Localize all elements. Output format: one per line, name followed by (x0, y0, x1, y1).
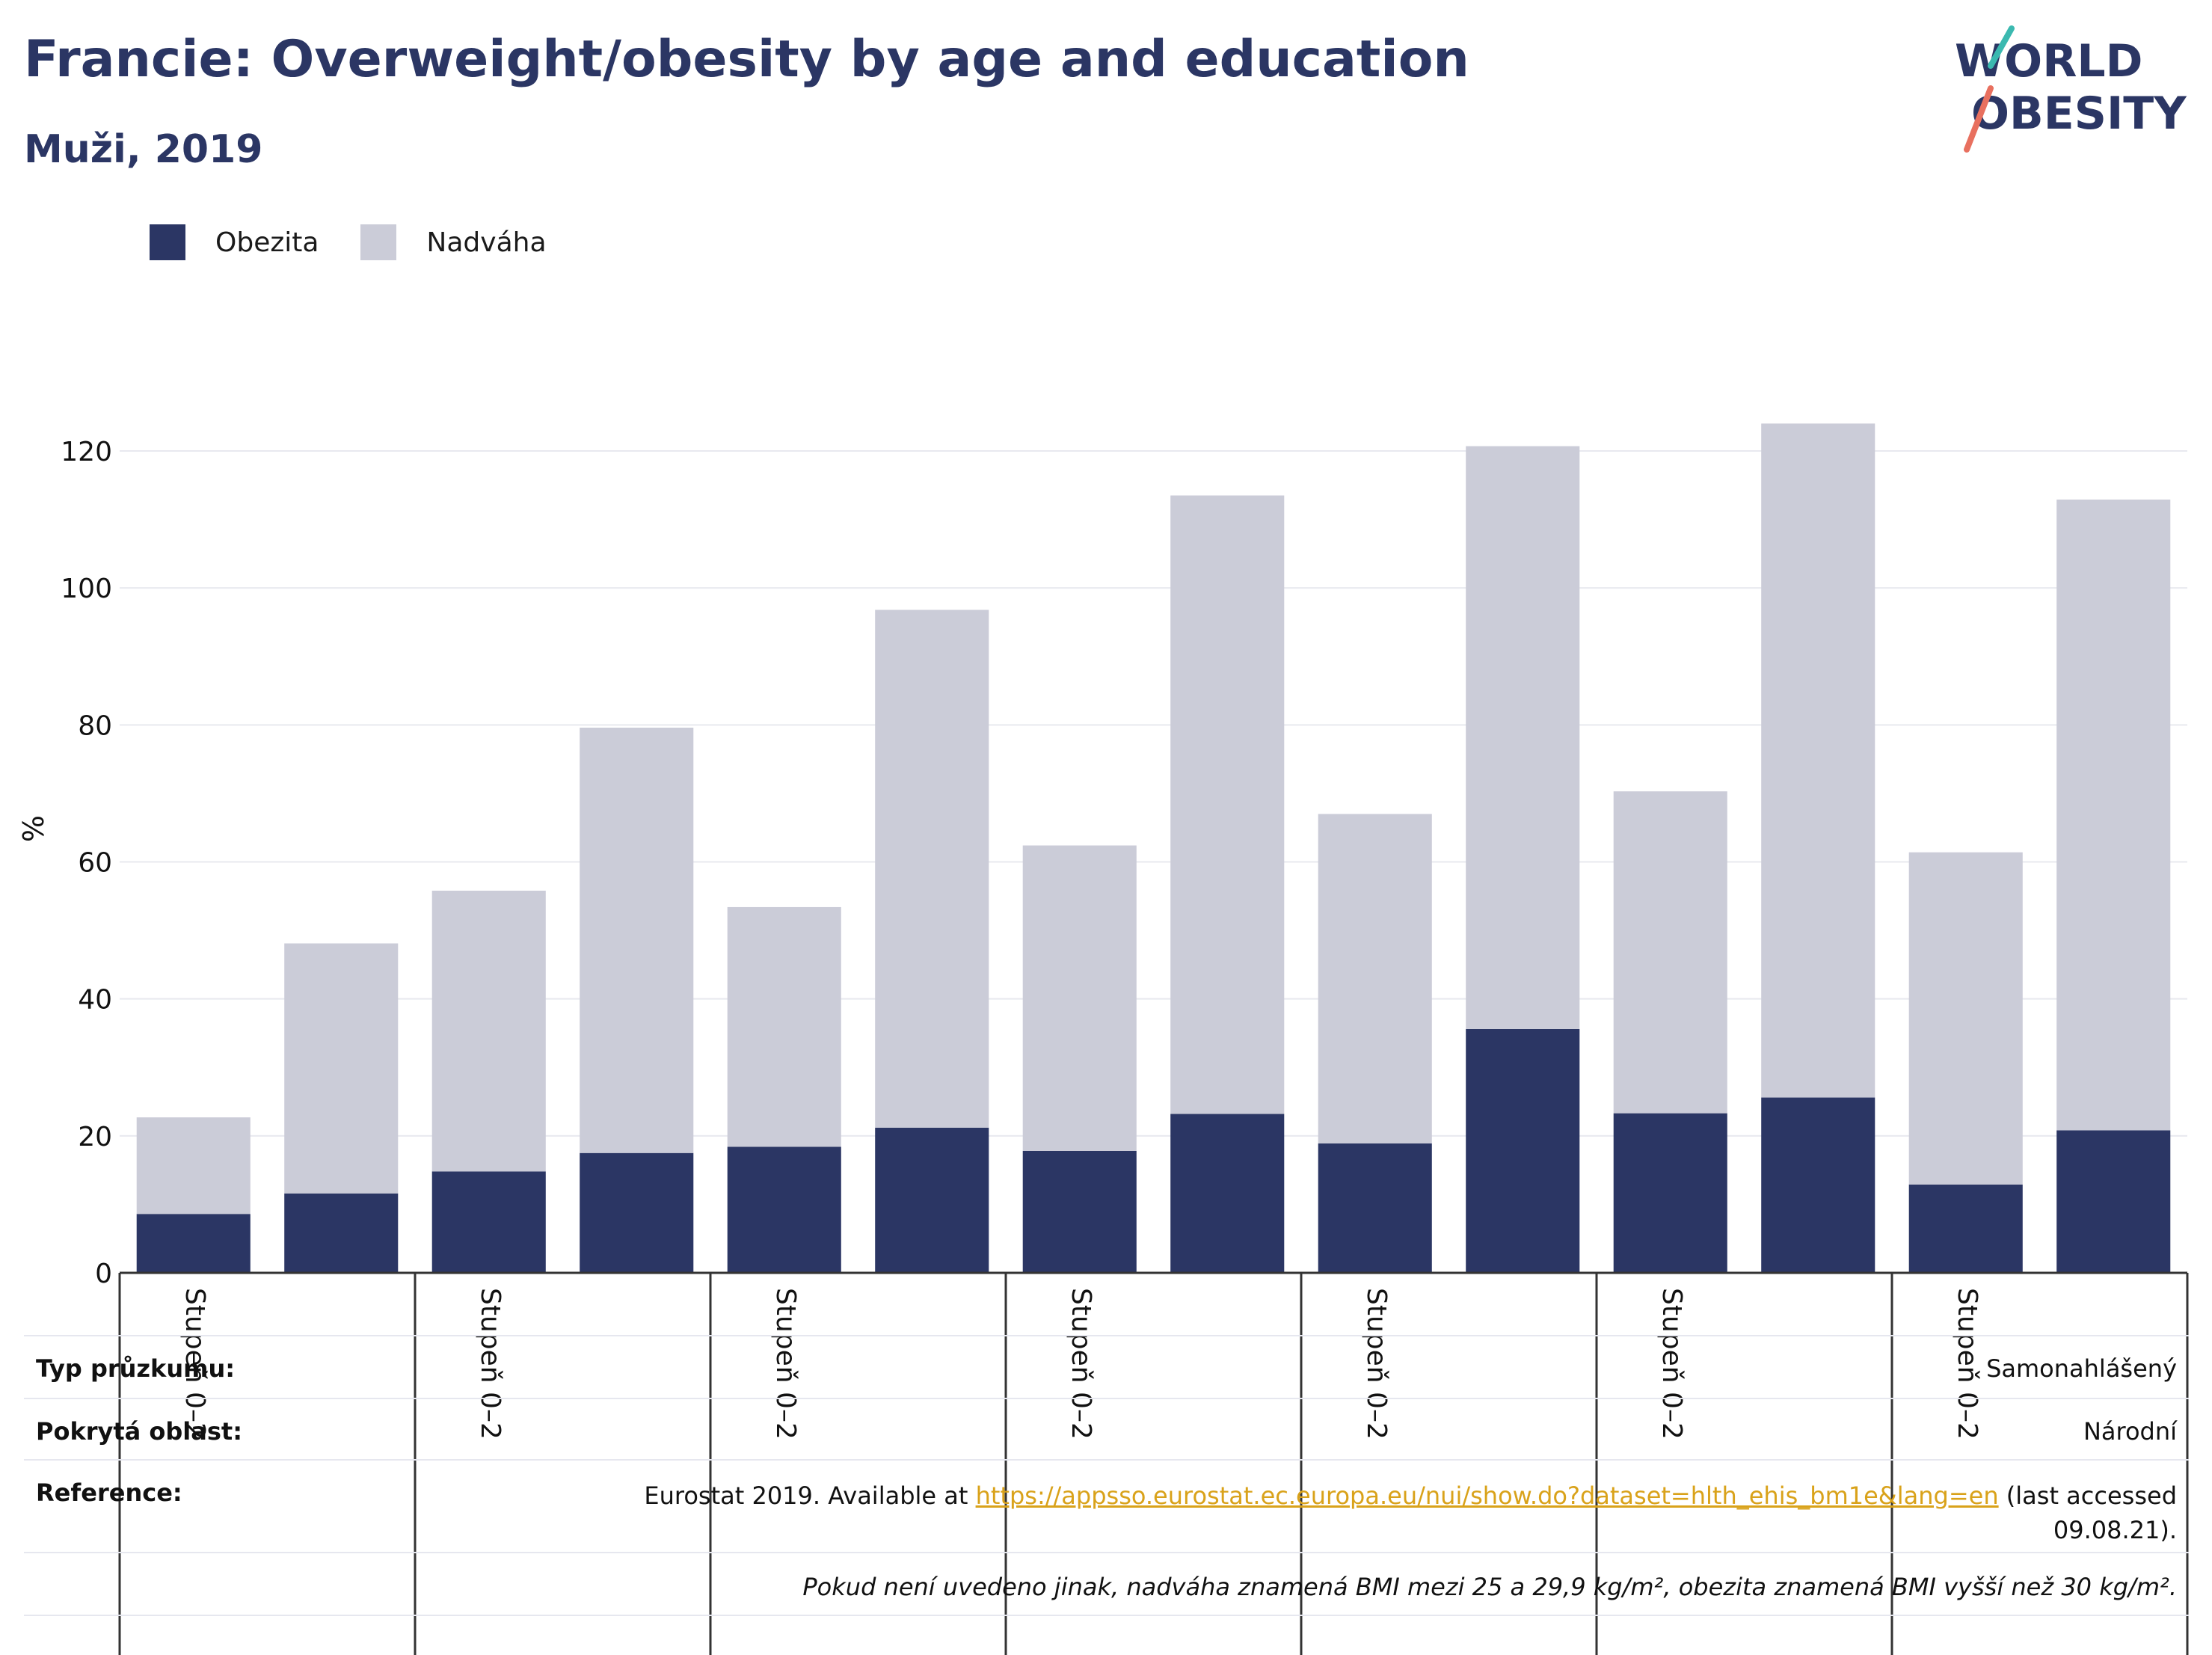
bar-overweight (875, 610, 989, 1128)
y-tick-label: 60 (78, 848, 112, 879)
info-divider (24, 1335, 2189, 1336)
bar-overweight (1170, 495, 1285, 1114)
info-divider (24, 1552, 2189, 1553)
bar-overweight (1908, 852, 2023, 1185)
reference-value: Eurostat 2019. Available at https://apps… (644, 1479, 2177, 1547)
x-category-label: Stupeň 0–2 (1952, 1288, 1982, 1440)
bar-overweight (136, 1117, 251, 1215)
bar-obesity (580, 1152, 694, 1273)
legend-item-overweight: Nadváha (360, 224, 547, 260)
coverage-label: Pokrytá oblast: (36, 1417, 242, 1446)
bar-overweight (1318, 814, 1432, 1143)
bar-obesity (1318, 1143, 1432, 1273)
reference-date: 09.08.21). (2053, 1516, 2177, 1544)
x-category-label: Stupeň 0–2 (179, 1288, 210, 1440)
grid-lines (120, 450, 2187, 1274)
info-divider (24, 1459, 2189, 1461)
legend-swatch-overweight (360, 224, 397, 260)
bar-obesity (1170, 1114, 1285, 1273)
survey-type-value: Samonahlášený (1986, 1354, 2177, 1383)
chart-title: Francie: Overweight/obesity by age and e… (24, 30, 1469, 89)
bar-obesity (284, 1193, 399, 1273)
bar-obesity (1761, 1097, 1875, 1273)
bar-obesity (1908, 1184, 2023, 1273)
legend-swatch-obesity (150, 224, 185, 260)
info-divider (24, 1398, 2189, 1399)
bar-obesity (1466, 1028, 1580, 1273)
bar-overweight (580, 727, 694, 1153)
y-tick-label: 40 (78, 985, 112, 1016)
bar-overweight (1466, 446, 1580, 1029)
svg-text:WORLD: WORLD (1955, 35, 2142, 87)
reference-suffix: (last accessed (1998, 1481, 2177, 1510)
x-category-label: Stupeň 0–2 (475, 1288, 506, 1440)
x-category-label: Stupeň 0–2 (770, 1288, 801, 1440)
y-axis-label: % (17, 815, 50, 842)
coverage-value: Národní (2083, 1417, 2177, 1446)
x-category-label: Stupeň 0–2 (1066, 1288, 1096, 1440)
bar-obesity (431, 1171, 546, 1273)
x-category-label: Stupeň 0–2 (1656, 1288, 1687, 1440)
reference-prefix: Eurostat 2019. Available at (644, 1481, 976, 1510)
bar-obesity (136, 1214, 251, 1273)
bar-overweight (2056, 500, 2171, 1131)
bar-overweight (284, 943, 399, 1194)
bar-overweight (431, 890, 546, 1172)
bar-overweight (1022, 845, 1137, 1151)
x-category-label: Stupeň 0–2 (1361, 1288, 1392, 1440)
reference-label: Reference: (36, 1479, 182, 1507)
bar-obesity (727, 1146, 841, 1273)
info-divider (24, 1615, 2189, 1616)
y-tick-label: 80 (78, 710, 112, 741)
svg-text:OBESITY: OBESITY (1971, 87, 2187, 140)
y-tick-label: 20 (78, 1122, 112, 1152)
legend-label-obesity: Obezita (215, 227, 319, 258)
bars (136, 423, 2171, 1273)
y-tick-label: 100 (61, 574, 112, 604)
bar-overweight (1613, 791, 1727, 1114)
legend-item-obesity: Obezita (150, 224, 319, 260)
reference-link[interactable]: https://appsso.eurostat.ec.europa.eu/nui… (975, 1481, 1999, 1510)
bar-obesity (875, 1127, 989, 1273)
bar-overweight (1761, 423, 1875, 1098)
survey-type-label: Typ průzkumu: (36, 1354, 236, 1383)
bar-obesity (2056, 1130, 2171, 1273)
bar-overweight (727, 906, 841, 1147)
y-tick-label: 0 (95, 1259, 112, 1289)
chart-legend: Obezita Nadváha (150, 221, 589, 263)
axes: 0 20 40 60 80 100 120 Stupeň 0–2 Stupeň 0–2 Stupe… (61, 437, 2189, 1655)
chart-subtitle: Muži, 2019 (24, 127, 263, 172)
y-tick-label: 120 (61, 437, 112, 467)
bar-obesity (1613, 1113, 1727, 1273)
world-obesity-logo: WORLD OBESITY (1955, 25, 2187, 153)
legend-label-overweight: Nadváha (426, 227, 547, 258)
definition-note: Pokud není uvedeno jinak, nadváha znamen… (802, 1573, 2177, 1601)
bar-obesity (1022, 1150, 1137, 1273)
